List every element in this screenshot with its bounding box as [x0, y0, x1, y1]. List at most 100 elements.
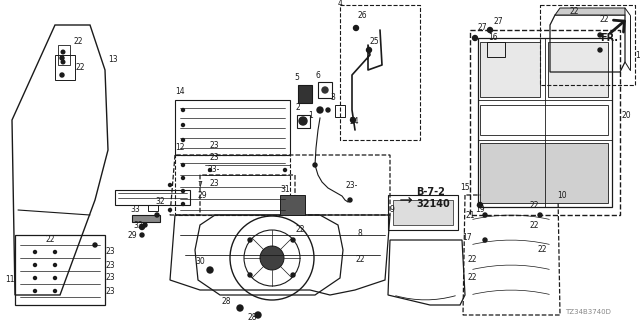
Circle shape	[33, 276, 36, 279]
Circle shape	[483, 238, 487, 242]
Circle shape	[182, 139, 184, 141]
Circle shape	[488, 28, 493, 33]
Circle shape	[143, 223, 147, 227]
Bar	[175, 100, 290, 155]
Circle shape	[182, 108, 184, 111]
Circle shape	[61, 60, 65, 64]
Bar	[340, 5, 420, 140]
Text: 4: 4	[338, 0, 343, 7]
Text: 23-: 23-	[208, 165, 220, 174]
Text: 12: 12	[175, 143, 184, 153]
Circle shape	[207, 267, 213, 273]
Circle shape	[54, 263, 56, 267]
Circle shape	[140, 233, 144, 237]
Text: 16: 16	[488, 34, 498, 43]
Circle shape	[351, 117, 355, 123]
Circle shape	[317, 107, 323, 113]
Circle shape	[483, 213, 487, 217]
Circle shape	[248, 273, 252, 277]
Text: 21: 21	[465, 211, 474, 220]
Circle shape	[598, 33, 602, 37]
Text: 15: 15	[460, 183, 470, 193]
Text: FR.: FR.	[600, 33, 618, 43]
Bar	[480, 143, 608, 203]
Circle shape	[140, 225, 145, 229]
Text: 14: 14	[175, 87, 184, 97]
Text: TZ34B3740D: TZ34B3740D	[565, 309, 611, 315]
Circle shape	[61, 50, 65, 54]
Circle shape	[326, 108, 330, 112]
Bar	[470, 30, 620, 215]
Text: 23-: 23-	[345, 180, 357, 189]
Text: 22: 22	[600, 15, 609, 25]
Bar	[487, 42, 505, 57]
Text: 13: 13	[108, 55, 118, 65]
Circle shape	[472, 36, 477, 41]
Circle shape	[209, 169, 211, 172]
Text: 22: 22	[468, 274, 477, 283]
Bar	[548, 42, 608, 97]
Text: 23: 23	[106, 274, 116, 283]
Circle shape	[348, 198, 352, 202]
Text: 22: 22	[296, 226, 305, 235]
Text: 27: 27	[493, 18, 502, 27]
Circle shape	[237, 305, 243, 311]
Bar	[480, 42, 540, 97]
Text: 9: 9	[390, 205, 395, 214]
Bar	[280, 195, 305, 215]
Text: 26: 26	[358, 12, 367, 20]
Text: 29: 29	[128, 230, 138, 239]
Polygon shape	[555, 8, 625, 15]
Circle shape	[291, 238, 295, 242]
Text: 22: 22	[355, 255, 365, 265]
Circle shape	[598, 48, 602, 52]
Text: 32: 32	[155, 197, 164, 206]
Circle shape	[93, 243, 97, 247]
Text: 7: 7	[197, 180, 202, 189]
Circle shape	[260, 246, 284, 270]
Circle shape	[60, 56, 64, 60]
Text: 33: 33	[133, 220, 143, 229]
Text: 31: 31	[280, 185, 290, 194]
Text: 22: 22	[530, 220, 540, 229]
Text: 22: 22	[530, 201, 540, 210]
Circle shape	[182, 189, 184, 193]
Text: 32140: 32140	[416, 199, 450, 209]
Text: 18: 18	[635, 51, 640, 60]
Circle shape	[182, 164, 184, 166]
Bar	[388, 195, 458, 230]
Circle shape	[33, 251, 36, 253]
Circle shape	[477, 203, 483, 207]
Text: 23: 23	[210, 179, 220, 188]
Circle shape	[33, 263, 36, 267]
Circle shape	[299, 117, 307, 125]
Text: 22: 22	[468, 255, 477, 265]
Circle shape	[182, 124, 184, 126]
Circle shape	[168, 183, 172, 187]
Circle shape	[248, 238, 252, 242]
Circle shape	[54, 251, 56, 253]
Text: 5: 5	[294, 74, 299, 83]
Circle shape	[313, 163, 317, 167]
Bar	[297, 115, 310, 128]
Bar	[335, 105, 345, 117]
Text: 23: 23	[210, 154, 220, 163]
Text: 28: 28	[222, 298, 232, 307]
Text: 3: 3	[330, 93, 335, 102]
Text: 25: 25	[370, 37, 380, 46]
Bar	[478, 38, 612, 207]
Bar	[393, 200, 453, 225]
Text: 19: 19	[475, 205, 484, 214]
Circle shape	[60, 73, 64, 77]
Circle shape	[322, 87, 328, 93]
Text: 27: 27	[478, 23, 488, 33]
Text: 20: 20	[622, 110, 632, 119]
Text: 23: 23	[210, 140, 220, 149]
Text: 22: 22	[73, 37, 83, 46]
Text: 6: 6	[315, 70, 320, 79]
Text: 22: 22	[75, 63, 84, 73]
Circle shape	[168, 209, 172, 212]
Text: 10: 10	[557, 190, 566, 199]
Text: 1: 1	[308, 110, 313, 119]
Text: 23: 23	[106, 247, 116, 257]
